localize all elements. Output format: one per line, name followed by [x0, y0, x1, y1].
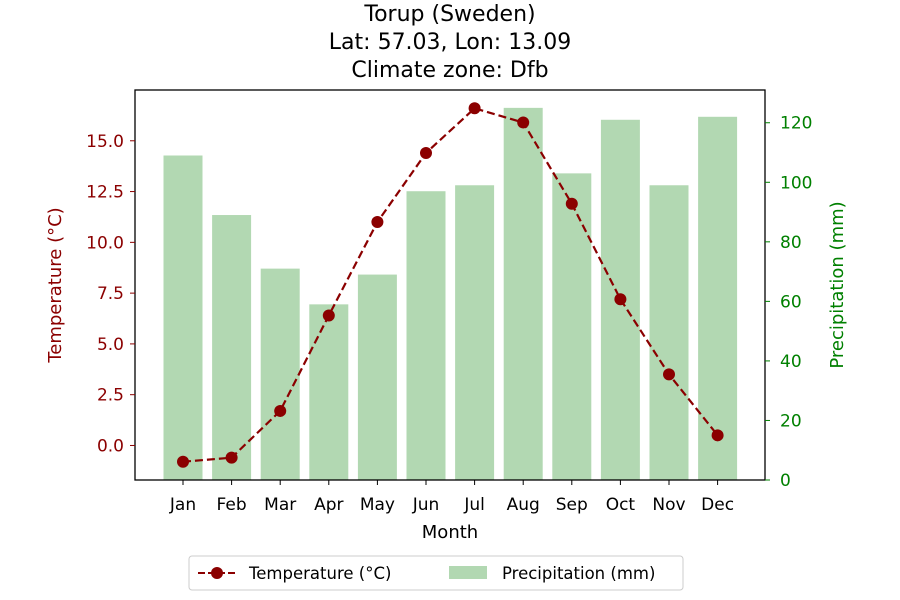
x-tick-label: Nov [652, 495, 685, 515]
chart-title-line-3: Climate zone: Dfb [351, 58, 548, 83]
x-tick-label: Dec [701, 495, 734, 515]
x-tick-label: Mar [264, 495, 296, 515]
legend-temperature-swatch-marker [211, 567, 223, 579]
precipitation-tick-label: 80 [780, 233, 802, 253]
precipitation-tick-label: 120 [780, 114, 812, 134]
precipitation-axis-label: Precipitation (mm) [827, 201, 848, 368]
precipitation-tick-label: 0 [780, 471, 791, 491]
precipitation-bar-aug [503, 107, 543, 480]
precipitation-tick-label: 20 [780, 411, 802, 431]
temperature-line-group [177, 102, 724, 468]
temperature-point-apr [322, 309, 335, 322]
x-tick-label: Jun [412, 495, 440, 515]
precipitation-bar-dec [698, 116, 738, 481]
temperature-tick-label: 5.0 [97, 335, 124, 355]
temperature-point-aug [517, 116, 530, 129]
x-tick-label: May [360, 495, 395, 515]
x-tick-label: Jul [463, 495, 485, 515]
temperature-point-feb [225, 451, 238, 464]
precipitation-bar-apr [309, 304, 349, 480]
x-tick-label: Apr [314, 495, 343, 515]
legend-precipitation-swatch [449, 566, 487, 579]
precipitation-bar-may [357, 274, 397, 480]
temperature-point-nov [663, 368, 675, 381]
temperature-tick-label: 10.0 [86, 233, 124, 253]
x-tick-label: Sep [556, 495, 588, 515]
temperature-axis: 0.0 2.5 5.0 7.5 10.0 12.5 15.0 [86, 132, 135, 456]
precipitation-bar-sep [552, 173, 592, 481]
plot-area-frame [134, 89, 766, 481]
precipitation-bars [163, 107, 738, 481]
x-tick-label: Aug [507, 495, 540, 515]
x-tick-label: Feb [217, 495, 247, 515]
x-axis-label: Month [422, 522, 478, 543]
precipitation-bar-feb [212, 215, 252, 481]
chart-title-line-1: Torup (Sweden) [363, 2, 535, 27]
x-tick-label: Jan [169, 495, 196, 515]
temperature-point-dec [711, 429, 724, 442]
temperature-tick-label: 15.0 [86, 132, 124, 152]
precipitation-axis: 0 20 40 60 80 100 120 [765, 114, 812, 491]
x-axis: Jan Feb Mar Apr May Jun Jul Aug Sep Oct Nov Dec [169, 480, 734, 515]
temperature-tick-label: 0.0 [97, 436, 124, 456]
temperature-point-sep [565, 197, 578, 210]
legend-temperature-label: Temperature (°C) [248, 564, 391, 583]
temperature-point-jul [468, 102, 481, 115]
x-tick-label: Oct [606, 495, 636, 515]
temperature-line [182, 107, 719, 463]
precipitation-bar-nov [649, 185, 689, 480]
temperature-tick-label: 12.5 [86, 183, 124, 203]
precipitation-tick-label: 60 [780, 292, 802, 312]
temperature-tick-label: 7.5 [97, 284, 124, 304]
chart-title-line-2: Lat: 57.03, Lon: 13.09 [329, 30, 571, 55]
precipitation-bar-jul [455, 185, 495, 480]
legend: Temperature (°C) Precipitation (mm) [188, 555, 684, 591]
legend-precipitation-label: Precipitation (mm) [502, 564, 655, 583]
temperature-point-oct [614, 293, 627, 306]
temperature-axis-label: Temperature (°C) [45, 207, 66, 363]
precipitation-tick-label: 100 [780, 173, 812, 193]
precipitation-bar-jun [406, 191, 446, 480]
temperature-tick-label: 2.5 [97, 386, 124, 406]
precipitation-bar-jan [163, 155, 203, 480]
temperature-point-jan [177, 455, 189, 468]
precipitation-bar-mar [260, 268, 300, 480]
temperature-point-mar [274, 404, 287, 417]
legend-box [188, 555, 684, 591]
temperature-point-jun [420, 146, 432, 159]
precipitation-tick-label: 40 [780, 352, 802, 372]
temperature-point-may [371, 216, 384, 229]
